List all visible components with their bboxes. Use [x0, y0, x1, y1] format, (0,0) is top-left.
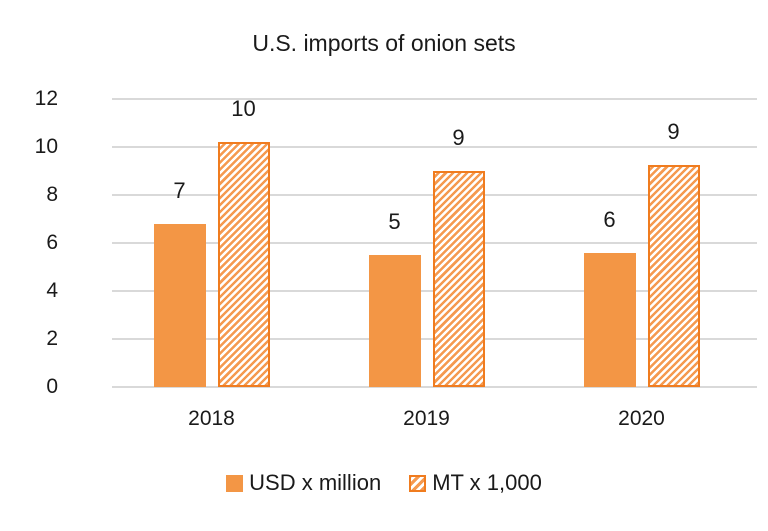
- y-tick-label: 12: [34, 87, 58, 110]
- y-tick-label: 2: [46, 327, 58, 350]
- y-tick-label: 0: [46, 375, 58, 398]
- data-label: 6: [603, 206, 616, 232]
- data-label: 7: [173, 177, 186, 203]
- y-tick-label: 6: [46, 231, 58, 254]
- data-label: 9: [667, 119, 680, 144]
- y-tick-label: 4: [46, 279, 58, 302]
- bar-mt-2018[interactable]: [217, 142, 270, 387]
- x-tick-label: 2019: [403, 407, 450, 430]
- legend-item-usd[interactable]: USD x million: [226, 470, 381, 496]
- legend-swatch-solid-icon: [226, 474, 244, 492]
- bar-usd-2018[interactable]: [153, 223, 206, 387]
- gridline: [112, 386, 757, 388]
- bar-usd-2019[interactable]: [368, 255, 421, 387]
- x-tick-label: 2020: [618, 407, 665, 430]
- gridline: [112, 98, 757, 100]
- legend-label: USD x million: [249, 470, 382, 495]
- chart-title: U.S. imports of onion sets: [252, 30, 516, 56]
- legend-label: MT x 1,000: [432, 470, 542, 495]
- y-tick-label: 8: [46, 183, 58, 206]
- bar-usd-2020[interactable]: [583, 252, 636, 387]
- data-label: 9: [452, 125, 465, 150]
- bar-mt-2019[interactable]: [432, 171, 485, 387]
- bar-mt-2020[interactable]: [647, 165, 700, 387]
- data-label: 5: [388, 209, 401, 234]
- legend-swatch-hatched-icon: [409, 474, 427, 492]
- plot-area: 7 10 5 9 6 9: [112, 96, 757, 388]
- data-label: 10: [231, 96, 256, 122]
- y-tick-label: 10: [34, 135, 58, 158]
- legend-item-mt[interactable]: MT x 1,000: [409, 470, 542, 496]
- legend: USD x million MT x 1,000: [0, 470, 768, 496]
- x-tick-label: 2018: [188, 407, 235, 430]
- gridline: [112, 146, 757, 148]
